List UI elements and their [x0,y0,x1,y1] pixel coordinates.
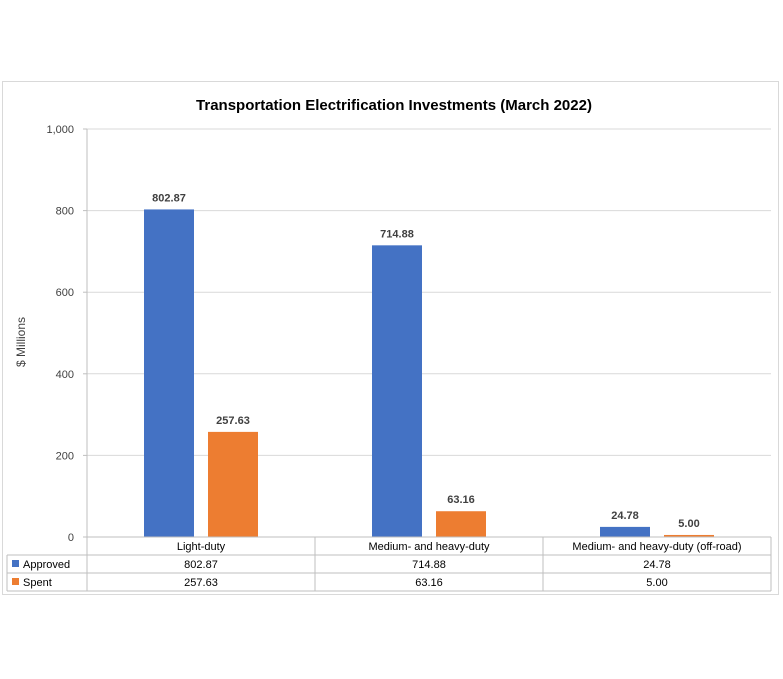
data-label: 63.16 [447,494,475,506]
y-axis-label: $ Millions [14,317,28,367]
legend-label: Spent [23,577,52,589]
data-label: 802.87 [152,192,186,204]
table-cell: 63.16 [415,577,443,589]
bar-approved-1 [372,245,422,537]
x-category-label: Medium- and heavy-duty [368,541,490,553]
x-category-label: Medium- and heavy-duty (off-road) [572,541,741,553]
bar-spent-0 [208,431,258,537]
bar-approved-0 [144,209,194,537]
legend-label: Approved [23,559,70,571]
bar-approved-2 [600,526,650,537]
chart-canvas: Transportation Electrification Investmen… [6,97,772,592]
table-cell: 24.78 [643,559,671,571]
y-tick-label: 800 [56,206,74,218]
legend-key-spent [12,578,19,585]
y-tick-label: 0 [68,532,74,544]
table-cell: 257.63 [184,577,218,589]
data-label: 257.63 [216,415,250,427]
data-label: 24.78 [611,510,639,522]
chart-title: Transportation Electrification Investmen… [196,97,592,114]
y-tick-label: 400 [56,369,74,381]
data-label: 5.00 [678,518,699,530]
data-label: 714.88 [380,228,414,240]
chart-frame: Transportation Electrification Investmen… [2,81,779,595]
bar-spent-1 [436,511,486,537]
table-cell: 5.00 [646,577,667,589]
y-tick-label: 200 [56,450,74,462]
table-cell: 714.88 [412,559,446,571]
legend-key-approved [12,560,19,567]
bar-spent-2 [664,534,714,537]
y-tick-label: 600 [56,287,74,299]
y-tick-label: 1,000 [46,124,74,136]
table-cell: 802.87 [184,559,218,571]
x-category-label: Light-duty [177,541,226,553]
